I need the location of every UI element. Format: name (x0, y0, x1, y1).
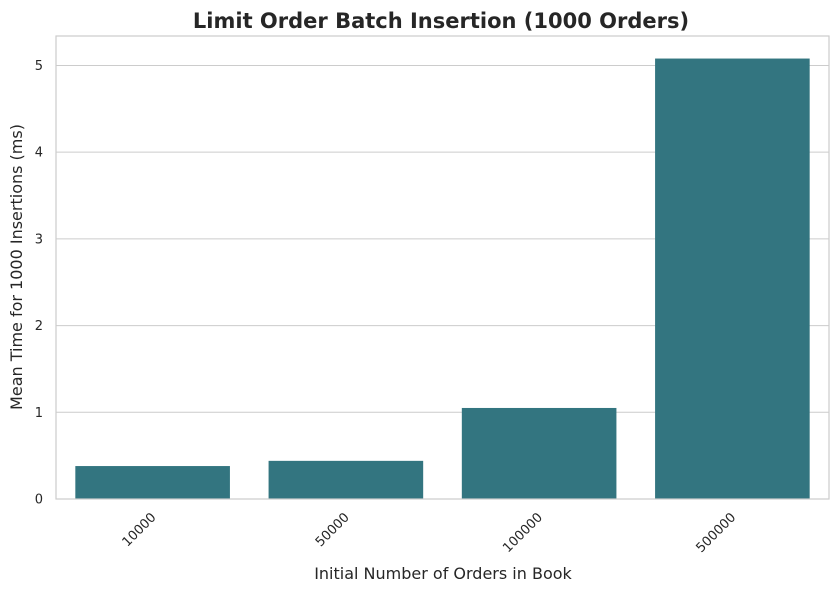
y-tick-label: 5 (35, 59, 43, 74)
y-tick-label: 0 (35, 493, 43, 508)
x-tick-label: 500000 (693, 510, 739, 556)
x-axis-label: Initial Number of Orders in Book (314, 564, 572, 583)
plot-frame (55, 35, 830, 500)
y-tick-label: 1 (35, 406, 43, 421)
bar-50000 (268, 460, 424, 499)
chart-title: Limit Order Batch Insertion (1000 Orders… (193, 9, 689, 33)
y-axis-label: Mean Time for 1000 Insertions (ms) (7, 124, 26, 410)
x-tick-label: 50000 (313, 510, 353, 550)
bar-10000 (75, 466, 230, 499)
bar-500000 (655, 58, 810, 500)
x-tick-label: 100000 (500, 510, 546, 556)
x-tick-labels: 10000 50000 100000 500000 (120, 510, 740, 556)
x-tick-label: 10000 (120, 510, 160, 550)
bars (75, 58, 810, 500)
y-tick-labels: 0 1 2 3 4 5 (35, 59, 43, 508)
y-tick-label: 3 (35, 232, 43, 247)
y-tick-label: 2 (35, 319, 43, 334)
bar-100000 (461, 407, 617, 499)
y-tick-label: 4 (35, 146, 43, 161)
